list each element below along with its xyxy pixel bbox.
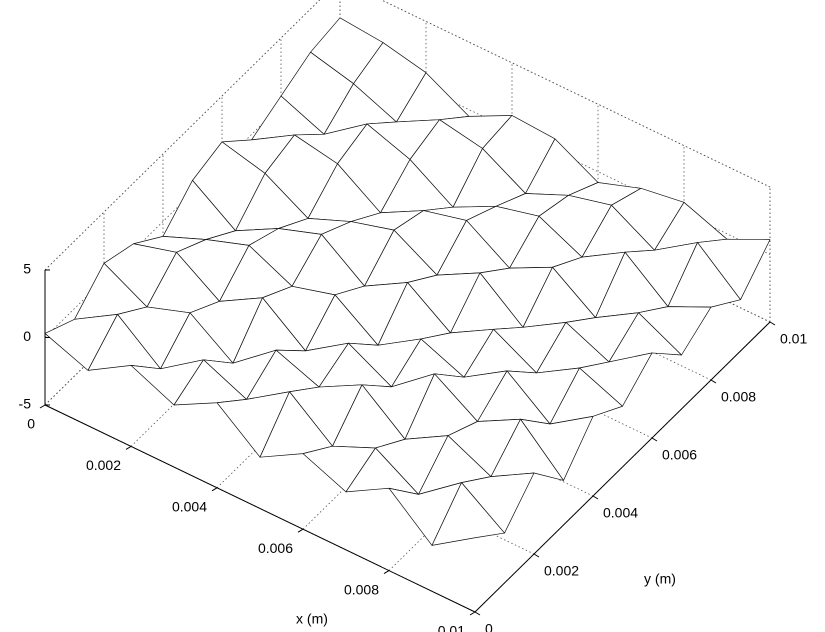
y-tick <box>651 437 658 442</box>
y-tick-label: 0.004 <box>603 505 638 521</box>
y-tick-label: 0.008 <box>721 389 756 405</box>
x-tick <box>383 570 390 575</box>
y-axis <box>474 321 771 613</box>
x-tick <box>297 528 304 533</box>
z-tick-label: 5 <box>23 261 31 277</box>
x-tick-label: 0.01 <box>438 623 465 632</box>
y-tick <box>710 379 717 384</box>
x-tick-label: 0.006 <box>258 540 293 556</box>
x-axis <box>44 404 476 613</box>
x-tick-label: 0 <box>27 416 35 432</box>
x-tick <box>211 487 218 492</box>
x-tick <box>469 611 476 616</box>
y-tick <box>474 611 481 616</box>
x-tick-label: 0.008 <box>344 581 379 597</box>
y-axis-label: y (m) <box>644 571 676 587</box>
y-tick <box>769 321 776 326</box>
surface-cell <box>431 482 505 546</box>
grid-line <box>44 0 321 271</box>
x-tick-label: 0.002 <box>86 457 121 473</box>
x-tick <box>125 445 132 450</box>
y-tick-label: 0 <box>485 621 493 632</box>
y-tick <box>533 553 540 558</box>
y-tick-label: 0.002 <box>544 563 579 579</box>
x-axis-label: x (m) <box>296 611 328 627</box>
z-tick-label: -5 <box>19 396 32 412</box>
z-tick-label: 0 <box>23 328 31 344</box>
x-tick <box>39 404 46 409</box>
y-tick-label: 0.006 <box>662 447 697 463</box>
x-tick-label: 0.004 <box>172 499 207 515</box>
y-tick <box>592 495 599 500</box>
y-tick-label: 0.01 <box>780 331 807 347</box>
